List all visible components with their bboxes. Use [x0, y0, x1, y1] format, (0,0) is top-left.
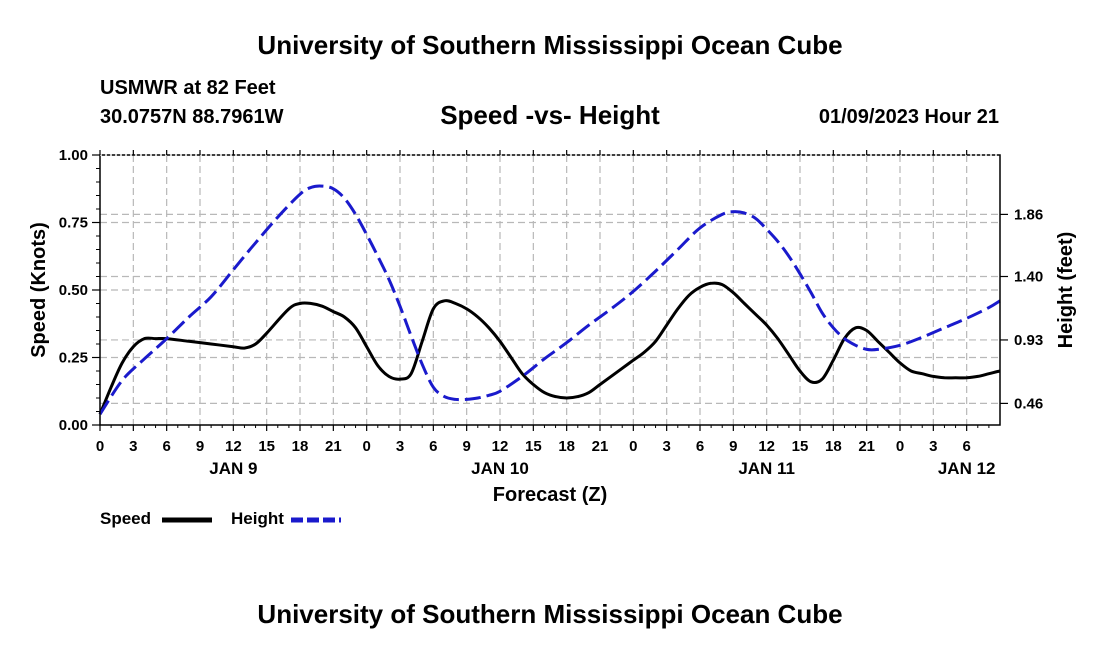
- x-tick-label: 15: [792, 438, 809, 455]
- speed-height-chart: 0 3 6 9 12 15 18 21 0 3 6 9 12 15 18 21 0 3 6 9 12 15 18 21 0 3 6 J…: [28, 147, 1077, 523]
- y-axis-title: Speed (Knots): [28, 222, 50, 358]
- y-tick-label: 1.00: [59, 147, 88, 164]
- date-label: JAN 9: [209, 459, 257, 478]
- y-tick-label: 0.75: [59, 215, 88, 232]
- x-tick-label: 3: [129, 438, 137, 455]
- page-title: University of Southern Mississippi Ocean…: [257, 30, 843, 60]
- y-tick-label: 0.00: [59, 417, 88, 434]
- footer-title: University of Southern Mississippi Ocean…: [257, 599, 843, 629]
- x-tick-label: 18: [825, 438, 842, 455]
- x-axis-title: Forecast (Z): [493, 484, 607, 506]
- x-tick-label: 18: [292, 438, 309, 455]
- x-tick-label: 0: [96, 438, 104, 455]
- station-label: USMWR at 82 Feet: [100, 77, 276, 99]
- x-tick-label: 21: [858, 438, 875, 455]
- x-tick-label: 15: [258, 438, 275, 455]
- y2-tick-label: 1.86: [1014, 206, 1043, 223]
- x-tick-label: 12: [492, 438, 509, 455]
- axis-layer: 0 3 6 9 12 15 18 21 0 3 6 9 12 15 18 21 0 3 6 9 12 15 18 21 0 3 6 J…: [59, 147, 1043, 478]
- series-layer: [98, 184, 1001, 416]
- x-tick-label: 0: [362, 438, 370, 455]
- x-tick-label: 6: [162, 438, 170, 455]
- x-tick-label: 12: [758, 438, 775, 455]
- y2-axis-title: Height (feet): [1055, 232, 1077, 349]
- legend-speed-label: Speed: [100, 509, 152, 528]
- datetime-label: 01/09/2023 Hour 21: [818, 106, 999, 128]
- date-label: JAN 12: [938, 459, 996, 478]
- chart-title: Speed -vs- Height: [440, 100, 660, 130]
- x-tick-label: 6: [429, 438, 437, 455]
- x-tick-label: 3: [929, 438, 937, 455]
- x-tick-label: 21: [592, 438, 609, 455]
- x-tick-label: 9: [462, 438, 470, 455]
- y2-tick-label: 1.40: [1014, 269, 1043, 286]
- x-tick-label: 9: [729, 438, 737, 455]
- y-tick-label: 0.25: [59, 350, 88, 367]
- x-tick-label: 3: [396, 438, 404, 455]
- x-tick-label: 6: [696, 438, 704, 455]
- x-tick-label: 15: [525, 438, 542, 455]
- x-tick-label: 6: [962, 438, 970, 455]
- grid-layer: [100, 155, 1000, 425]
- legend-height-label: Height: [231, 509, 284, 528]
- x-tick-label: 3: [662, 438, 670, 455]
- x-tick-label: 21: [325, 438, 342, 455]
- y-tick-label: 0.50: [59, 282, 88, 299]
- y2-tick-label: 0.46: [1014, 395, 1043, 412]
- date-label: JAN 11: [738, 459, 795, 478]
- x-tick-label: 0: [629, 438, 637, 455]
- x-tick-label: 0: [896, 438, 904, 455]
- series-line-speed: [98, 281, 1001, 415]
- y2-tick-label: 0.93: [1014, 332, 1043, 349]
- x-tick-label: 12: [225, 438, 242, 455]
- series-line-height: [98, 184, 1001, 416]
- x-tick-label: 9: [196, 438, 204, 455]
- date-label: JAN 10: [471, 459, 529, 478]
- coordinates-label: 30.0757N 88.7961W: [100, 106, 284, 128]
- x-tick-label: 18: [558, 438, 575, 455]
